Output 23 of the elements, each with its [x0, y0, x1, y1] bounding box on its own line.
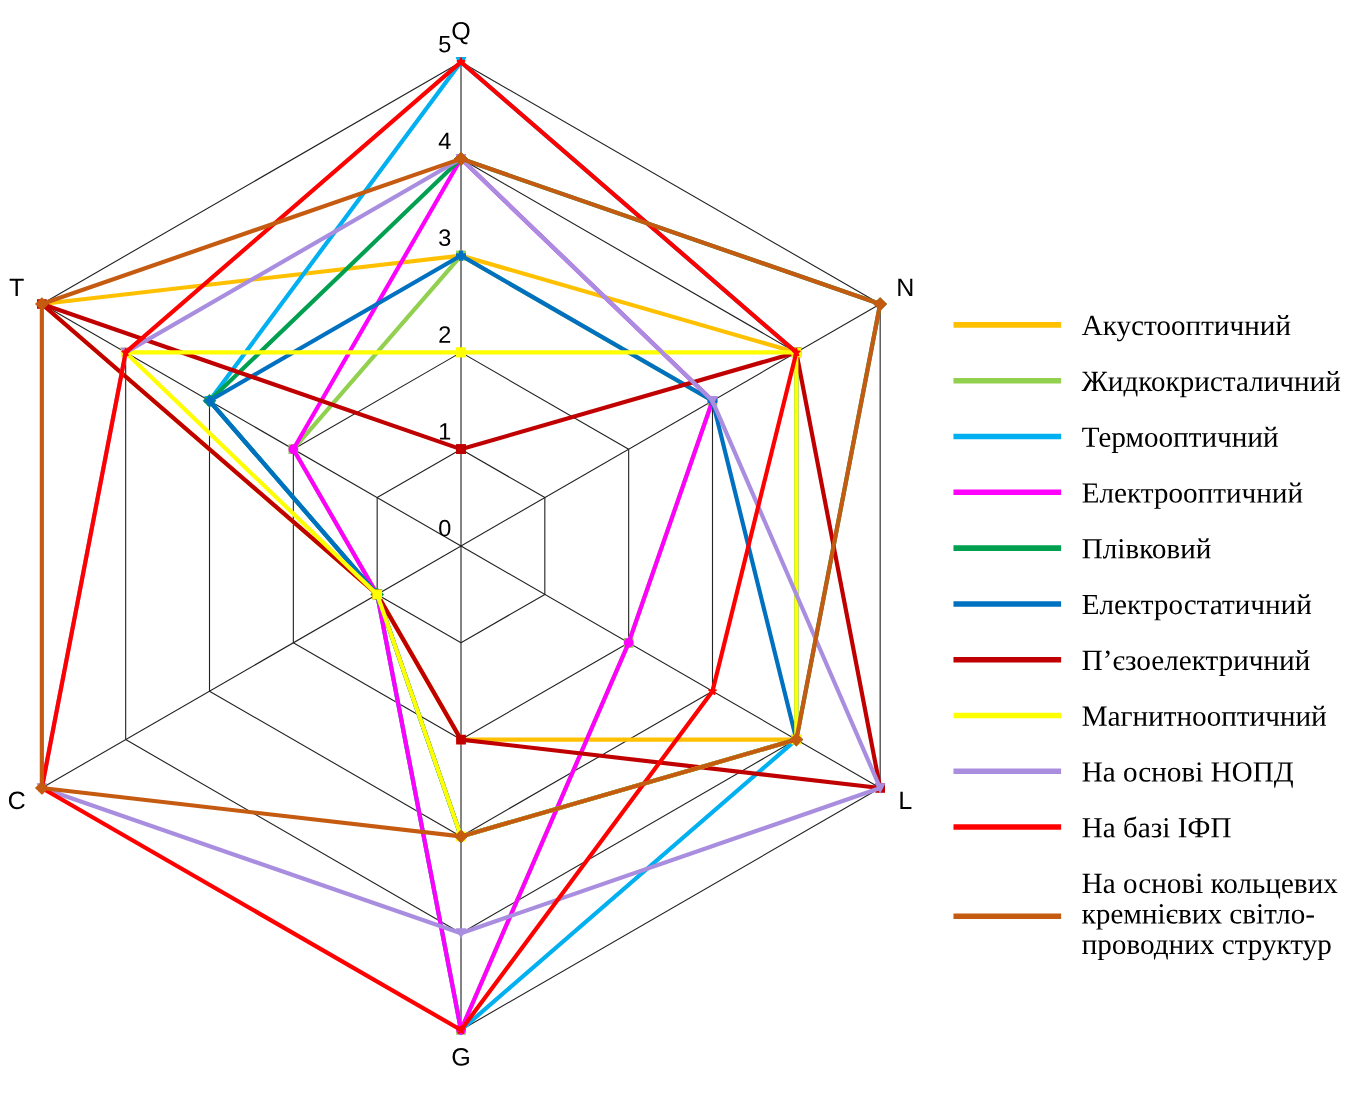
spoke-label: G	[452, 1048, 469, 1066]
legend-label: Електрооптичний	[1082, 482, 1303, 509]
legend-label: На базі ІФП	[1082, 816, 1231, 838]
y-tick-label: 3	[439, 229, 451, 247]
spoke-label: L	[900, 791, 912, 809]
legend-label: На основі кольцевих кремнієвих світло- проводних структур	[1082, 873, 1338, 961]
y-tick-label: 2	[439, 326, 451, 343]
legend-label: П’єзоелектричний	[1082, 649, 1310, 677]
spoke-label: Q	[452, 21, 470, 45]
y-tick-label: 1	[439, 423, 451, 440]
legend-label: Магнитнооптичний	[1082, 705, 1327, 726]
y-tick-label: 0	[439, 519, 451, 537]
spoke-label: C	[8, 791, 25, 810]
y-tick-label: 5	[439, 36, 451, 53]
legend-label: Акустооптичний	[1081, 315, 1291, 342]
legend-label: Термооптичний	[1082, 426, 1278, 453]
legend-label: Електростатичний	[1082, 594, 1312, 621]
spoke-label: N	[898, 278, 913, 296]
legend-label: Плівковий	[1082, 538, 1211, 559]
legend-label: Жидкокристаличний	[1081, 370, 1341, 398]
spoke-label: T	[9, 278, 24, 296]
legend-label: На основі НОПД	[1082, 762, 1293, 788]
y-tick-label: 4	[438, 132, 451, 150]
